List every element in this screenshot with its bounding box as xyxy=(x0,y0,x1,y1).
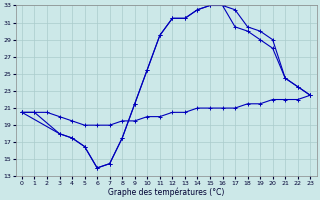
X-axis label: Graphe des températures (°C): Graphe des températures (°C) xyxy=(108,187,224,197)
